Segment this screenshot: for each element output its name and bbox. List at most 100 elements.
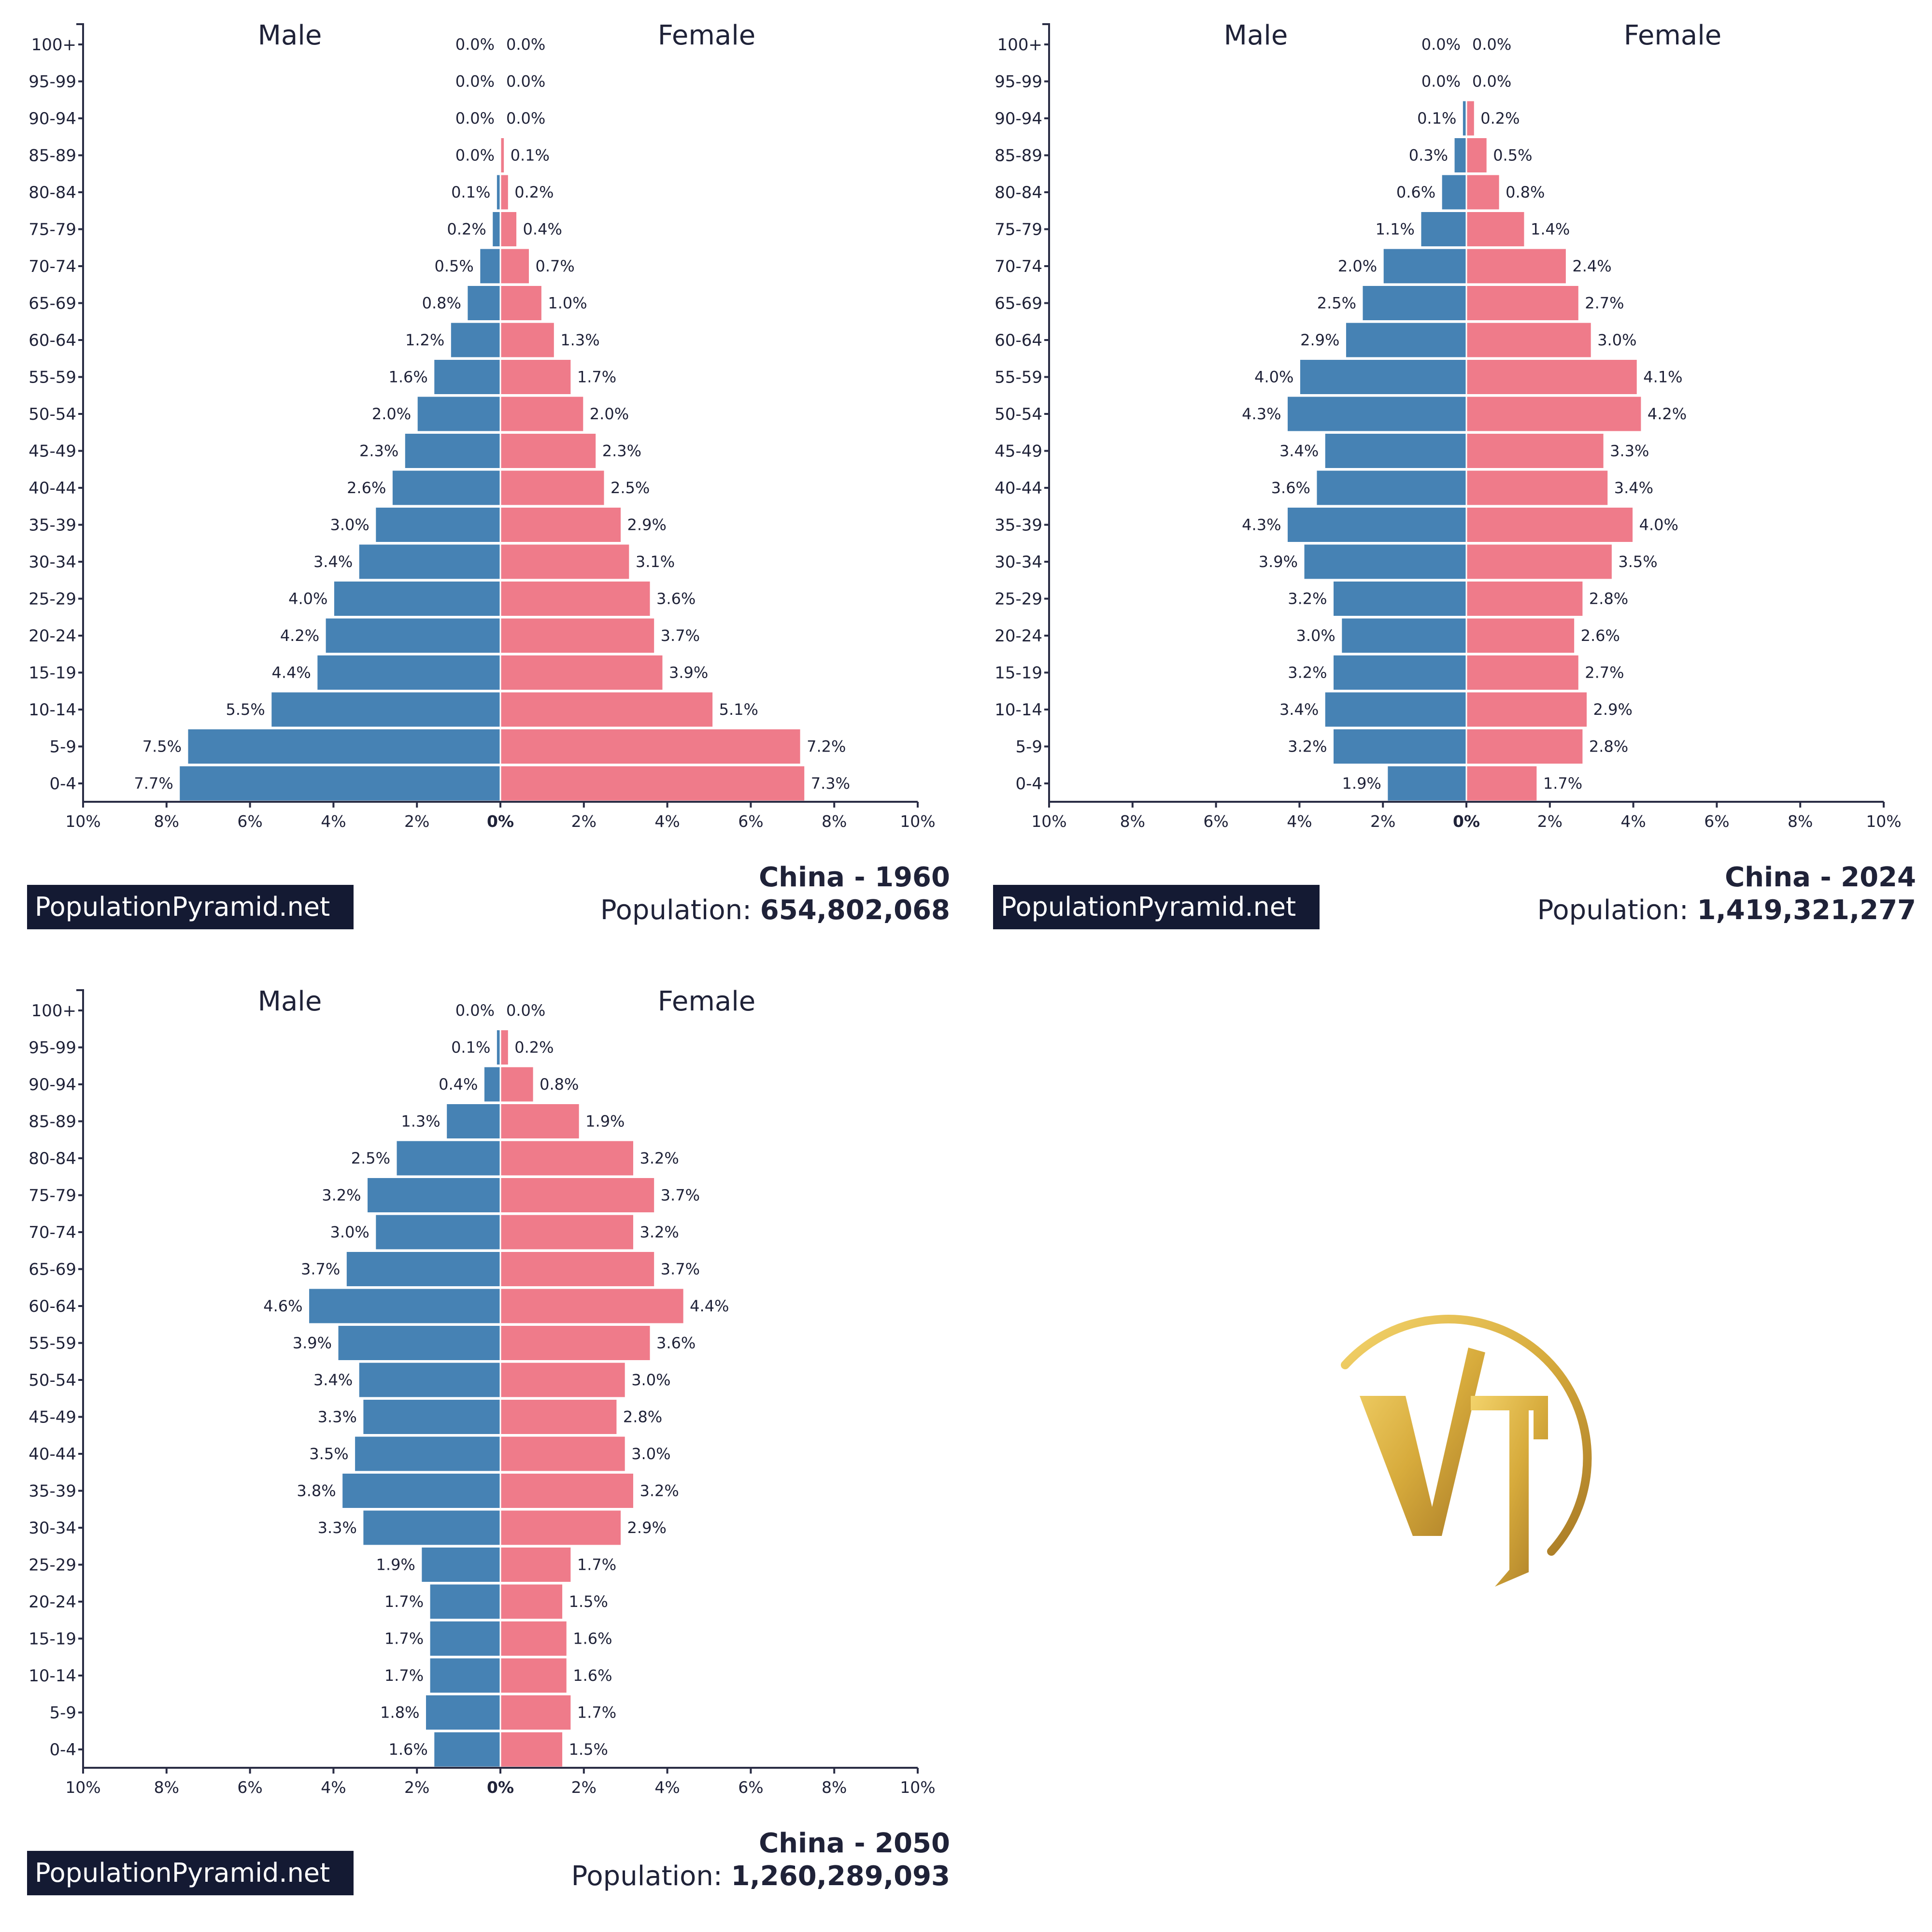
age-group-label: 100+ bbox=[31, 1001, 76, 1021]
x-tick-label: 8% bbox=[1788, 812, 1813, 831]
female-bar bbox=[499, 1250, 656, 1288]
female-bar bbox=[1465, 654, 1580, 691]
population-label: Population: bbox=[571, 1861, 731, 1892]
male-bar bbox=[491, 211, 501, 248]
female-value-label: 0.2% bbox=[514, 183, 554, 201]
brand-label: PopulationPyramid.net bbox=[1001, 892, 1296, 922]
age-group-label: 10-14 bbox=[28, 700, 76, 720]
male-value-label: 2.0% bbox=[1338, 257, 1377, 275]
female-bar bbox=[499, 506, 623, 543]
male-bar bbox=[395, 1139, 501, 1177]
male-value-label: 2.9% bbox=[1300, 331, 1339, 349]
male-header: Male bbox=[258, 20, 322, 51]
female-bar bbox=[1465, 247, 1567, 285]
female-bar bbox=[499, 1398, 618, 1435]
female-bar bbox=[499, 691, 714, 728]
male-value-label: 1.7% bbox=[384, 1592, 424, 1611]
male-bar bbox=[270, 691, 501, 728]
male-value-label: 0.0% bbox=[455, 146, 495, 165]
male-value-label: 3.9% bbox=[1259, 553, 1298, 571]
x-tick-label: 8% bbox=[154, 1778, 179, 1797]
female-bar bbox=[499, 1509, 623, 1547]
female-value-label: 4.1% bbox=[1643, 368, 1682, 386]
x-tick-label: 2% bbox=[1537, 812, 1563, 831]
female-value-label: 2.6% bbox=[1581, 626, 1620, 645]
male-value-label: 0.0% bbox=[1421, 35, 1461, 54]
x-tick-label: 4% bbox=[654, 812, 680, 831]
female-value-label: 1.3% bbox=[560, 331, 599, 349]
x-tick-label: 2% bbox=[1370, 812, 1395, 831]
male-bar bbox=[362, 1509, 501, 1547]
female-value-label: 1.5% bbox=[569, 1592, 608, 1611]
female-bar bbox=[1465, 469, 1609, 507]
male-bar bbox=[316, 654, 501, 691]
age-group-label: 100+ bbox=[31, 35, 76, 55]
age-group-label: 65-69 bbox=[28, 294, 76, 313]
male-value-label: 1.8% bbox=[380, 1704, 419, 1722]
age-group-label: 15-19 bbox=[994, 664, 1042, 683]
male-value-label: 3.5% bbox=[309, 1445, 348, 1463]
female-bar bbox=[499, 1583, 564, 1620]
male-value-label: 7.7% bbox=[134, 774, 173, 793]
male-bar bbox=[420, 1546, 501, 1583]
male-value-label: 3.4% bbox=[313, 1371, 353, 1389]
x-tick-label: 8% bbox=[154, 812, 179, 831]
male-bar bbox=[354, 1435, 501, 1473]
x-tick-label: 8% bbox=[1120, 812, 1145, 831]
age-group-label: 80-84 bbox=[994, 183, 1042, 202]
x-tick-label: 0% bbox=[487, 1778, 514, 1797]
female-value-label: 2.8% bbox=[1589, 738, 1628, 756]
age-group-label: 0-4 bbox=[1015, 774, 1042, 794]
female-bar bbox=[499, 1213, 635, 1251]
male-bar bbox=[374, 1213, 501, 1251]
male-value-label: 3.0% bbox=[330, 1223, 369, 1241]
female-bar bbox=[499, 1657, 568, 1694]
male-value-label: 0.0% bbox=[455, 72, 495, 91]
male-bar bbox=[479, 247, 501, 285]
male-value-label: 1.9% bbox=[1342, 774, 1381, 793]
male-value-label: 4.6% bbox=[263, 1297, 302, 1315]
x-tick-label: 6% bbox=[237, 812, 262, 831]
female-bar bbox=[1465, 358, 1638, 396]
female-bar bbox=[499, 247, 530, 285]
x-tick-label: 10% bbox=[900, 812, 935, 831]
female-bar bbox=[499, 1177, 656, 1214]
male-bar bbox=[428, 1657, 501, 1694]
age-group-label: 5-9 bbox=[49, 738, 76, 757]
male-bar bbox=[483, 1065, 501, 1103]
male-value-label: 3.0% bbox=[330, 516, 369, 534]
brand-badge bbox=[27, 1851, 354, 1895]
female-value-label: 0.2% bbox=[514, 1038, 554, 1057]
female-bar bbox=[499, 654, 664, 691]
female-value-label: 1.0% bbox=[548, 294, 587, 313]
male-value-label: 7.5% bbox=[142, 738, 182, 756]
male-bar bbox=[324, 617, 501, 654]
male-value-label: 4.3% bbox=[1242, 405, 1281, 423]
female-value-label: 0.4% bbox=[523, 220, 562, 239]
age-group-label: 100+ bbox=[997, 35, 1042, 55]
male-bar bbox=[357, 1361, 501, 1399]
female-value-label: 3.4% bbox=[1614, 479, 1653, 497]
male-value-label: 0.6% bbox=[1396, 183, 1435, 201]
female-value-label: 3.7% bbox=[661, 626, 700, 645]
male-value-label: 0.0% bbox=[455, 35, 495, 54]
male-value-label: 0.3% bbox=[1409, 146, 1448, 165]
female-header: Female bbox=[1624, 20, 1721, 51]
x-tick-label: 10% bbox=[65, 812, 100, 831]
female-bar bbox=[499, 1287, 685, 1325]
male-bar bbox=[1344, 321, 1467, 359]
female-value-label: 3.7% bbox=[661, 1186, 700, 1205]
male-value-label: 5.5% bbox=[226, 700, 265, 719]
female-bar bbox=[499, 137, 506, 174]
female-value-label: 3.0% bbox=[631, 1371, 670, 1389]
female-bar bbox=[499, 617, 656, 654]
female-bar bbox=[1465, 580, 1584, 617]
male-value-label: 4.0% bbox=[1254, 368, 1293, 386]
male-value-label: 0.1% bbox=[451, 183, 490, 201]
male-value-label: 2.6% bbox=[347, 479, 386, 497]
age-group-label: 30-34 bbox=[994, 553, 1042, 572]
female-bar bbox=[499, 1103, 581, 1140]
male-bar bbox=[428, 1583, 501, 1620]
male-value-label: 3.3% bbox=[318, 1519, 357, 1537]
female-bar bbox=[1465, 211, 1526, 248]
